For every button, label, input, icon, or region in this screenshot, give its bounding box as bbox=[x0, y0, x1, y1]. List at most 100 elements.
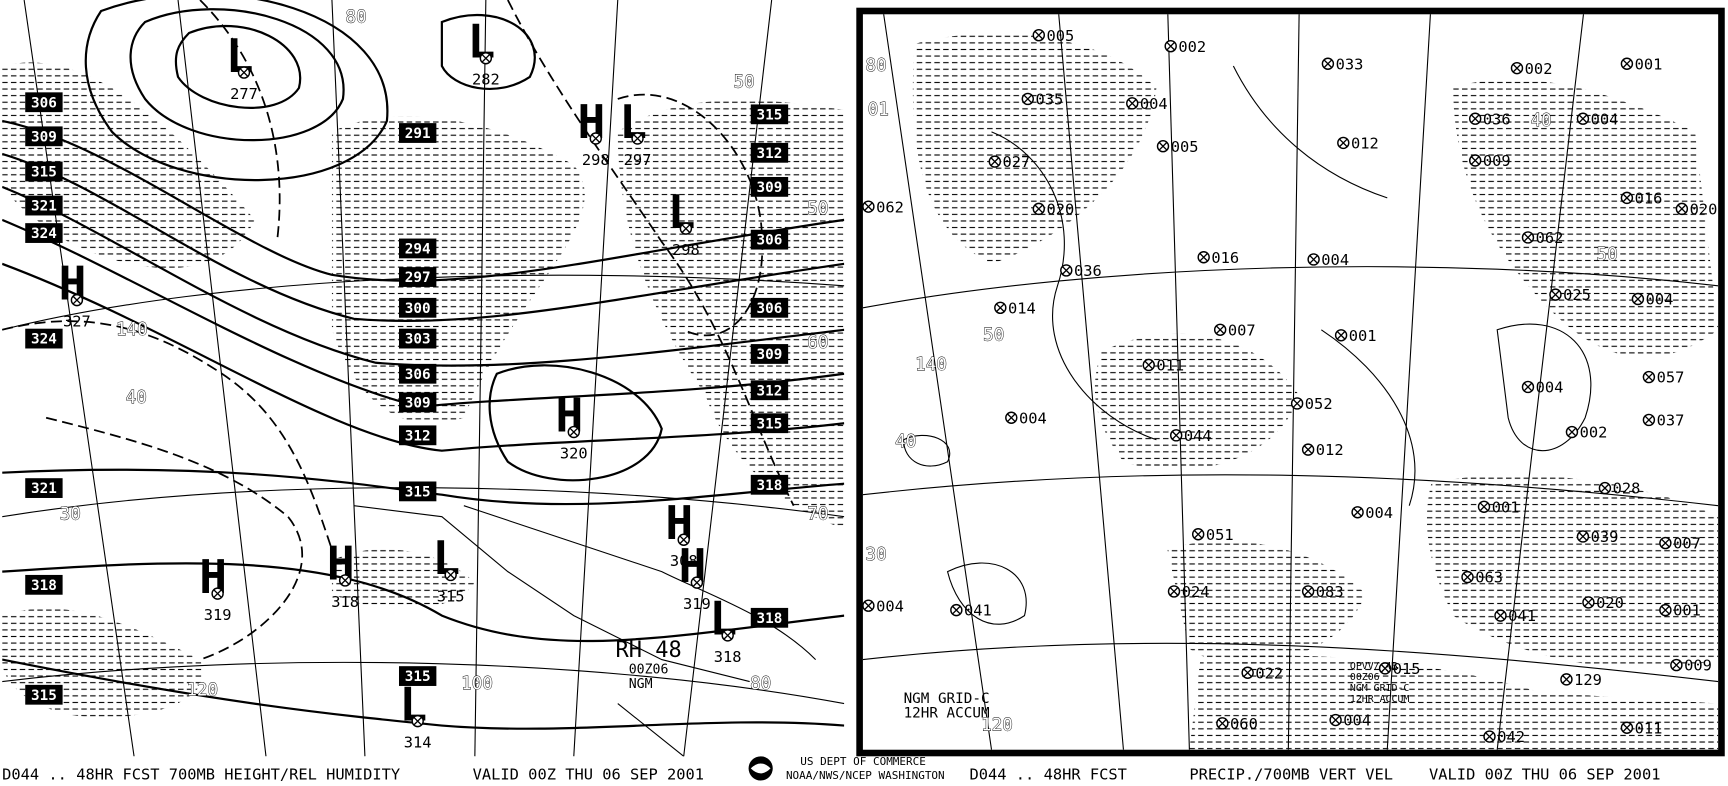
precip-value: 024 bbox=[1182, 583, 1210, 601]
precip-value: 004 bbox=[1321, 251, 1349, 269]
annotation: RH 48 bbox=[616, 638, 682, 663]
center-value: 277 bbox=[230, 85, 258, 103]
footer-text: VALID 00Z THU 06 SEP 2001 bbox=[1429, 766, 1660, 784]
height-label: 315 bbox=[405, 484, 431, 500]
center-symbol bbox=[1353, 507, 1362, 517]
precip-value: 004 bbox=[1591, 110, 1619, 128]
contour-label: 140 bbox=[915, 355, 947, 375]
precip-value: 004 bbox=[1365, 504, 1393, 522]
precip-value: 129 bbox=[1574, 671, 1602, 689]
height-box bbox=[398, 425, 437, 446]
height-label: 294 bbox=[405, 242, 431, 258]
contour-label: 30 bbox=[60, 504, 81, 524]
center-symbol bbox=[1309, 255, 1318, 264]
legend-note: QPVV/ 4B bbox=[1350, 661, 1398, 672]
height-label: 315 bbox=[31, 688, 57, 704]
contour-label: 60 bbox=[807, 333, 828, 353]
center-symbol bbox=[1171, 431, 1181, 440]
precip-value: 015 bbox=[1393, 660, 1421, 678]
contour-label: 120 bbox=[981, 716, 1013, 736]
contour-label: 70 bbox=[807, 504, 828, 524]
contour-label: 01 bbox=[868, 100, 889, 120]
contour-label: 80 bbox=[750, 674, 771, 694]
center-symbol bbox=[413, 716, 422, 726]
footer-text: NOAA/NWS/NCEP WASHINGTON bbox=[786, 769, 945, 782]
footer-text: D044 .. 48HR FCST 700MB HEIGHT/REL HUMID… bbox=[2, 766, 400, 784]
center-symbol bbox=[1485, 732, 1494, 741]
contour-label: 40 bbox=[126, 388, 147, 408]
precip-value: 039 bbox=[1591, 528, 1619, 546]
center-symbol bbox=[1578, 532, 1588, 541]
precip-value: 011 bbox=[1156, 357, 1184, 375]
contour-label: 80 bbox=[346, 8, 367, 28]
center-symbol bbox=[864, 202, 873, 211]
center-symbol bbox=[1243, 668, 1252, 678]
contour-label: 80 bbox=[866, 56, 887, 76]
precip-value: 028 bbox=[1613, 480, 1641, 498]
precip-value: 036 bbox=[1074, 262, 1102, 280]
center-value: 318 bbox=[714, 648, 742, 666]
annotation: NGM bbox=[629, 677, 653, 692]
precip-value: 004 bbox=[1019, 409, 1047, 427]
height-label: 309 bbox=[405, 395, 431, 411]
center-value: 319 bbox=[683, 595, 711, 613]
center-symbol bbox=[990, 157, 1000, 166]
height-label: 318 bbox=[757, 611, 783, 627]
height-box bbox=[750, 474, 789, 495]
height-box bbox=[750, 297, 789, 318]
contour-label: 40 bbox=[1531, 111, 1552, 131]
center-value: 314 bbox=[404, 734, 432, 752]
center-symbol bbox=[1551, 290, 1560, 299]
height-box bbox=[25, 328, 63, 349]
center-symbol bbox=[1644, 372, 1654, 382]
center-symbol bbox=[995, 303, 1005, 313]
center-value: 298 bbox=[672, 241, 700, 259]
center-value: 298 bbox=[582, 151, 610, 169]
height-box bbox=[25, 478, 63, 498]
precip-value: 011 bbox=[1635, 719, 1663, 737]
height-label: 318 bbox=[31, 578, 57, 594]
precip-value: 037 bbox=[1657, 412, 1685, 430]
center-symbol bbox=[1567, 427, 1577, 437]
height-box bbox=[398, 123, 437, 143]
height-label: 315 bbox=[757, 107, 783, 123]
precip-value: 033 bbox=[1336, 55, 1364, 73]
center-symbol bbox=[1193, 529, 1203, 539]
height-label: 309 bbox=[757, 347, 783, 363]
center-symbol bbox=[446, 570, 455, 580]
contour-label: 50 bbox=[983, 325, 1004, 345]
center-value: 318 bbox=[331, 593, 359, 611]
height-label: 324 bbox=[31, 226, 57, 242]
center-symbol bbox=[1644, 415, 1654, 425]
center-symbol bbox=[1034, 204, 1044, 214]
precip-value: 012 bbox=[1316, 441, 1344, 459]
height-box bbox=[398, 481, 437, 502]
precip-value: 020 bbox=[1596, 594, 1624, 612]
center-symbol bbox=[1523, 233, 1533, 242]
precip-value: 004 bbox=[1343, 712, 1371, 730]
height-label: 306 bbox=[757, 233, 783, 249]
height-box bbox=[25, 223, 63, 243]
height-box bbox=[25, 574, 63, 595]
height-label: 315 bbox=[31, 165, 57, 181]
center-value: 320 bbox=[560, 445, 588, 463]
height-label: 306 bbox=[31, 95, 57, 111]
center-symbol bbox=[72, 295, 82, 305]
precip-value: 001 bbox=[1349, 327, 1377, 345]
height-box bbox=[25, 126, 63, 147]
center-symbol bbox=[679, 535, 689, 545]
footer-text: VALID 00Z THU 06 SEP 2001 bbox=[473, 766, 704, 784]
precip-value: 002 bbox=[1525, 60, 1553, 78]
center-symbol bbox=[1061, 266, 1071, 275]
precip-value: 002 bbox=[1580, 424, 1608, 442]
center-symbol bbox=[864, 601, 873, 611]
precip-value: 016 bbox=[1635, 189, 1663, 207]
height-box bbox=[398, 297, 437, 318]
center-symbol bbox=[1512, 63, 1522, 73]
center-symbol bbox=[1331, 715, 1340, 725]
precip-value: 020 bbox=[1690, 200, 1718, 218]
precip-value: 044 bbox=[1184, 427, 1212, 445]
center-symbol bbox=[1496, 611, 1505, 620]
